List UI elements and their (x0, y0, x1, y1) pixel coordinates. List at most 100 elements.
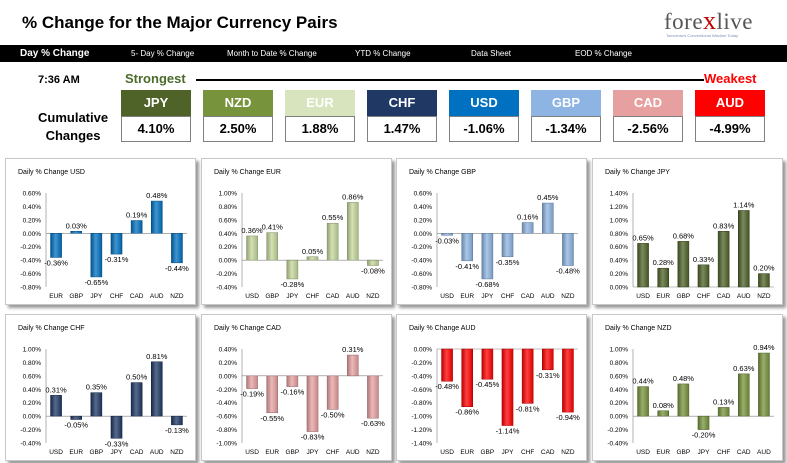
bar-cad (717, 231, 730, 288)
data-label: 0.48% (146, 191, 168, 200)
y-tick-label: 0.80% (219, 204, 238, 211)
chart-panel-cad: Daily % Change CAD 0.40% 0.20% 0.00% -0.20% -… (201, 314, 392, 461)
y-tick-label: 0.20% (23, 400, 42, 407)
bar-jpy (286, 259, 299, 280)
tab-5-day-change[interactable]: 5- Day % Change (131, 49, 195, 58)
x-tick-label: EUR (656, 293, 670, 300)
bar-eur (50, 233, 62, 258)
x-tick-label: CHF (306, 293, 319, 300)
y-tick-label: 0.20% (610, 400, 629, 407)
y-tick-label: -1.40% (411, 441, 432, 448)
bar-eur (266, 375, 279, 414)
bar-chf (697, 264, 710, 288)
y-tick-label: 0.20% (414, 217, 433, 224)
data-label: 0.65% (632, 233, 654, 242)
y-tick-label: 0.60% (219, 217, 238, 224)
x-tick-label: CHF (326, 449, 339, 456)
data-label: 0.03% (66, 221, 88, 230)
y-tick-label: 0.80% (23, 360, 42, 367)
bar-eur (461, 348, 474, 407)
data-label: 0.05% (302, 247, 324, 256)
bar-nzd (758, 273, 770, 288)
page-title: % Change for the Major Currency Pairs (22, 13, 338, 32)
currency-box-aud: AUD -4.99% (695, 90, 765, 142)
y-tick-label: 1.40% (610, 191, 629, 198)
bar-jpy (110, 415, 123, 439)
tab-eod-change[interactable]: EOD % Change (575, 49, 632, 58)
bar-nzd (171, 233, 183, 264)
x-tick-label: USD (636, 449, 650, 456)
y-tick-label: -0.20% (20, 244, 41, 251)
y-tick-label: -0.40% (20, 258, 41, 265)
bar-gbp (481, 348, 494, 380)
data-label: 0.45% (537, 193, 559, 202)
data-label: 1.14% (733, 200, 755, 209)
y-tick-label: -0.40% (411, 373, 432, 380)
x-tick-label: NZD (561, 293, 575, 300)
bar-gbp (286, 375, 299, 387)
timestamp: 7:36 AM (38, 74, 80, 86)
chart-panel-usd: Daily % Change USD 0.60% 0.40% 0.20% 0.00% -0… (5, 158, 196, 305)
currency-cumulative-value: -4.99% (695, 116, 765, 142)
y-tick-label: -0.40% (216, 285, 237, 292)
bar-gbp (90, 392, 103, 417)
chart-title: Daily % Change CHF (18, 325, 85, 332)
data-label: -0.68% (475, 280, 499, 289)
x-tick-label: USD (636, 293, 650, 300)
y-tick-label: -0.40% (20, 441, 41, 448)
chart-title: Daily % Change EUR (214, 169, 281, 176)
y-tick-label: -0.20% (411, 360, 432, 367)
data-label: 0.94% (753, 343, 775, 352)
y-tick-label: -0.60% (411, 271, 432, 278)
x-tick-label: EUR (265, 449, 279, 456)
bar-usd (246, 235, 258, 261)
bar-jpy (501, 348, 514, 426)
x-tick-label: NZD (366, 293, 380, 300)
y-tick-label: 0.40% (219, 347, 238, 354)
data-label: -0.31% (105, 255, 129, 264)
currency-cumulative-value: -1.34% (531, 116, 601, 142)
chart-title: Daily % Change AUD (409, 325, 476, 332)
x-tick-label: NZD (366, 449, 380, 456)
data-label: 0.19% (126, 211, 148, 220)
x-tick-label: NZD (757, 293, 771, 300)
y-tick-label: 0.20% (610, 271, 629, 278)
x-tick-label: JPY (90, 293, 103, 300)
x-tick-label: GBP (69, 293, 83, 300)
logo-wordmark: forexlive (664, 6, 753, 36)
x-tick-label: CHF (697, 293, 710, 300)
tab-data-sheet[interactable]: Data Sheet (471, 49, 512, 58)
bar-cad (737, 373, 750, 417)
y-tick-label: 0.80% (610, 360, 629, 367)
x-tick-label: AUD (541, 293, 555, 300)
forexlive-logo[interactable]: forexlive Tomorrow's Conventional Wisdom… (664, 6, 784, 42)
data-label: 0.33% (693, 255, 715, 264)
tab-month-to-date[interactable]: Month to Date % Change (227, 49, 317, 58)
tab-day-change[interactable]: Day % Change (20, 48, 90, 59)
x-tick-label: USD (440, 293, 454, 300)
x-tick-label: CAD (521, 293, 535, 300)
currency-box-usd: USD -1.06% (449, 90, 519, 142)
bar-aud (758, 352, 770, 417)
x-tick-label: AUD (150, 293, 164, 300)
y-tick-label: -0.40% (411, 258, 432, 265)
x-tick-label: JPY (111, 449, 124, 456)
chart-panel-aud: Daily % Change AUD 0.00% -0.20% -0.40% -0.60… (396, 314, 587, 461)
x-tick-label: USD (49, 449, 63, 456)
chart-panel-gbp: Daily % Change GBP 0.60% 0.40% 0.20% 0.00% -0… (396, 158, 587, 305)
bar-chart: Daily % Change NZD1.00%0.80%0.60%0.40%0.… (605, 325, 775, 456)
y-tick-label: -0.20% (20, 427, 41, 434)
x-tick-label: USD (245, 293, 259, 300)
strongest-label: Strongest (125, 71, 186, 86)
currency-name: CAD (613, 90, 683, 116)
data-label: -0.35% (496, 258, 520, 267)
y-tick-label: -0.20% (216, 387, 237, 394)
bar-gbp (677, 241, 690, 288)
chart-panel-nzd: Daily % Change NZD 1.00% 0.80% 0.60% 0.40% 0.… (592, 314, 783, 461)
y-tick-label: 0.40% (414, 204, 433, 211)
y-tick-label: 0.60% (23, 191, 42, 198)
currency-cumulative-value: -2.56% (613, 116, 683, 142)
tab-ytd-change[interactable]: YTD % Change (355, 49, 411, 58)
data-label: 0.48% (673, 374, 695, 383)
bar-nzd (171, 415, 183, 426)
